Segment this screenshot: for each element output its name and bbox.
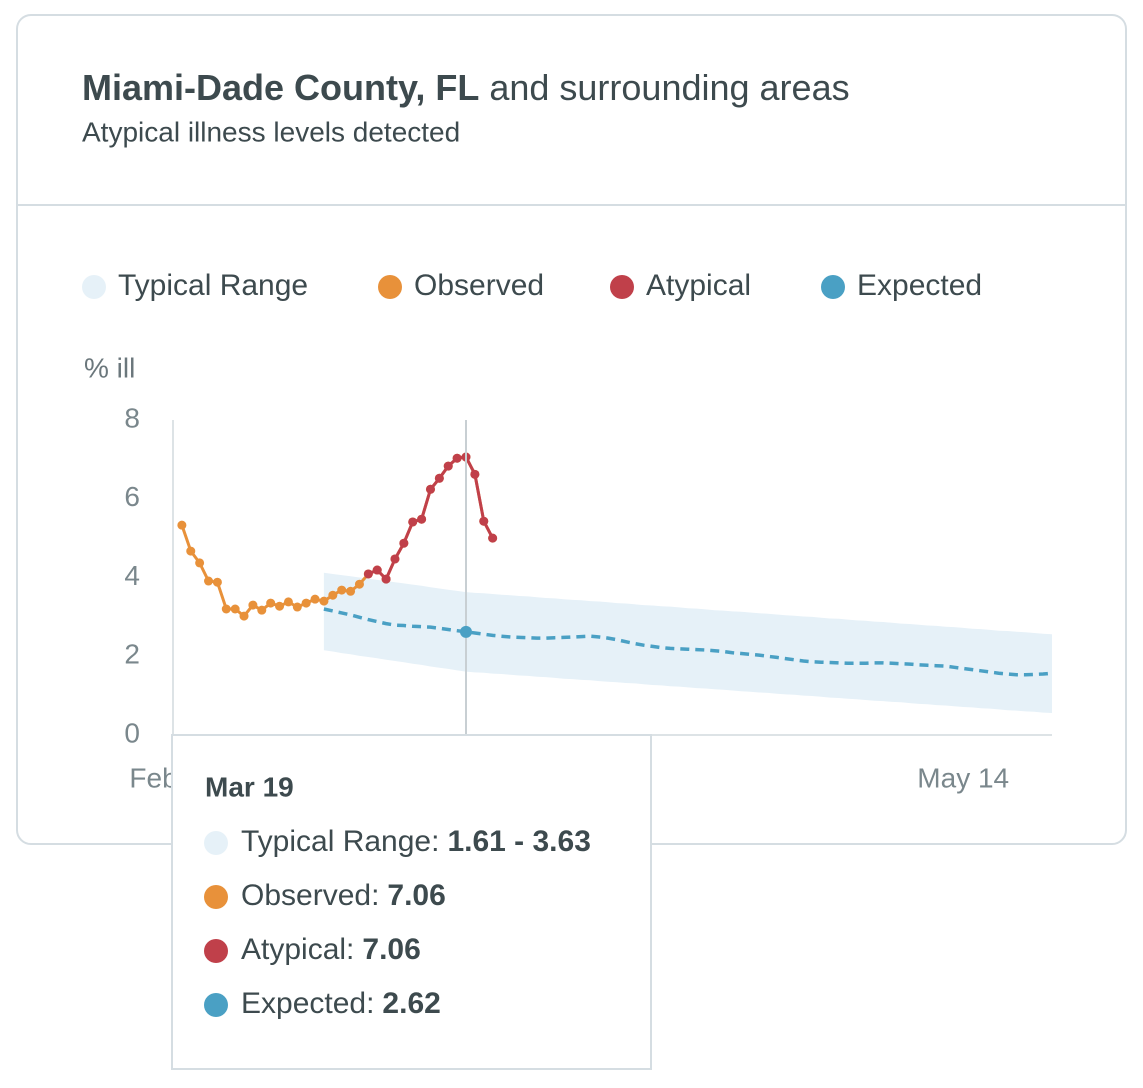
y-axis-label: % ill (84, 352, 135, 383)
tooltip-swatch (204, 885, 228, 909)
tooltip-title: Mar 19 (205, 771, 294, 802)
data-point (257, 605, 267, 615)
data-point (283, 597, 293, 607)
tooltip-item-value: 1.61 - 3.63 (447, 825, 590, 858)
data-point (221, 604, 231, 614)
legend-label: Observed (414, 269, 544, 302)
legend-swatch (821, 275, 845, 299)
tooltip-item-label: Observed: (241, 879, 379, 912)
data-point (452, 453, 462, 463)
y-tick-label: 6 (124, 481, 140, 512)
legend-label: Atypical (646, 269, 751, 302)
data-point (417, 514, 427, 524)
legend: Typical Range Observed Atypical Expected (82, 269, 982, 302)
legend-item[interactable]: Atypical (610, 269, 751, 302)
data-point (399, 538, 409, 548)
tooltip-item-label: Expected: (241, 987, 374, 1020)
data-point (470, 469, 480, 479)
data-point (443, 461, 453, 471)
x-tick-label: May 14 (917, 762, 1009, 793)
tooltip-item: Typical Range: 1.61 - 3.63 (241, 825, 591, 858)
data-point (310, 594, 320, 604)
data-point (381, 574, 391, 584)
tooltip-swatch (204, 939, 228, 963)
data-point (301, 598, 311, 608)
data-point (434, 473, 444, 483)
data-point (195, 558, 205, 568)
data-point (177, 520, 187, 530)
tooltip-item-value: 2.62 (382, 987, 440, 1020)
tooltip-item-value: 7.06 (362, 933, 420, 966)
data-point (319, 596, 329, 606)
y-tick-label: 0 (124, 717, 140, 748)
data-point (230, 604, 240, 614)
data-point (212, 577, 222, 587)
data-point (186, 546, 196, 556)
tooltip-swatch (204, 831, 228, 855)
data-point (408, 517, 418, 527)
data-point (390, 554, 400, 564)
data-point (363, 569, 373, 579)
data-point (266, 598, 276, 608)
legend-item[interactable]: Typical Range (82, 269, 308, 302)
tooltip-item: Atypical: 7.06 (241, 933, 421, 966)
expected-line (323, 607, 1053, 677)
data-point (337, 585, 347, 595)
tooltip-item: Observed: 7.06 (241, 879, 446, 912)
data-point (239, 611, 249, 621)
data-point (479, 516, 489, 526)
data-point (248, 600, 258, 610)
hover-point (460, 625, 472, 638)
data-point (275, 601, 285, 611)
legend-label: Expected (857, 269, 982, 302)
data-point (488, 533, 498, 543)
data-point (425, 484, 435, 494)
tooltip-item: Expected: 2.62 (241, 987, 441, 1020)
tooltip-item-label: Typical Range: (241, 825, 439, 858)
tooltip-item-value: 7.06 (387, 879, 445, 912)
data-point (292, 602, 302, 612)
data-point (328, 590, 338, 600)
card-subtitle: Atypical illness levels detected (82, 116, 460, 147)
typical-range-band (323, 572, 1052, 713)
data-point (204, 576, 214, 586)
data-point (354, 579, 364, 589)
legend-swatch (610, 275, 634, 299)
tooltip-swatch (204, 993, 228, 1017)
card-title: Miami-Dade County, FL and surrounding are… (82, 67, 850, 108)
y-tick-label: 4 (124, 560, 140, 591)
data-point (346, 586, 356, 596)
y-tick-label: 8 (124, 402, 140, 433)
data-point (372, 565, 382, 575)
title-location: Miami-Dade County, FL (82, 67, 479, 108)
legend-swatch (378, 275, 402, 299)
legend-swatch (82, 275, 106, 299)
legend-item[interactable]: Expected (821, 269, 982, 302)
legend-label: Typical Range (118, 269, 308, 302)
legend-item[interactable]: Observed (378, 269, 544, 302)
title-rest: and surrounding areas (489, 67, 849, 108)
tooltip-item-label: Atypical: (241, 933, 354, 966)
tooltip-box (171, 734, 652, 1070)
y-tick-label: 2 (124, 639, 140, 670)
